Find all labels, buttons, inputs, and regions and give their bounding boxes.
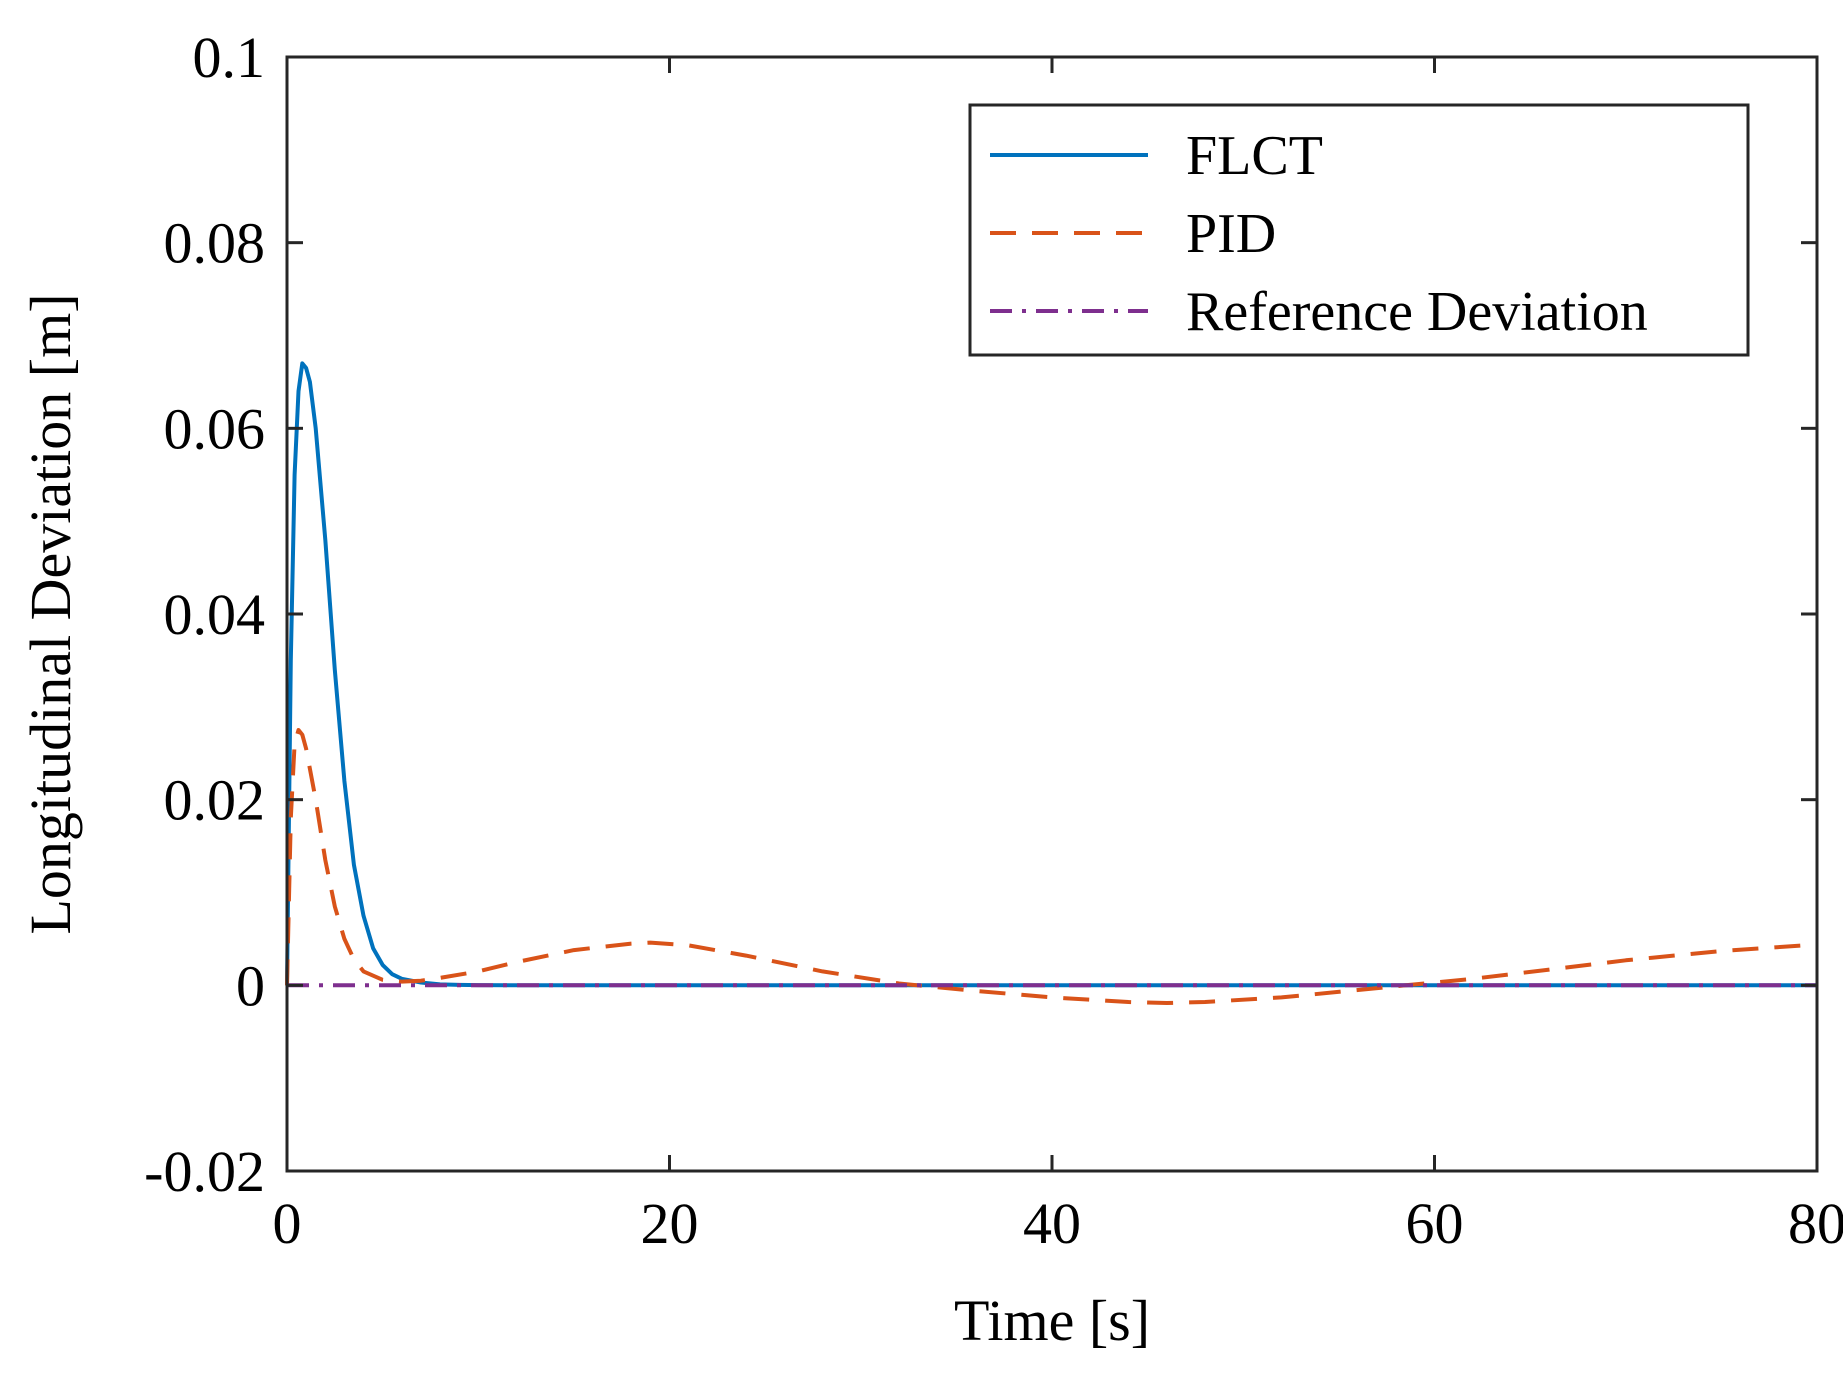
y-tick-label: 0.1 (193, 25, 266, 90)
y-tick-label: 0.04 (164, 582, 266, 647)
y-tick-label: -0.02 (144, 1139, 265, 1204)
x-tick-label: 20 (641, 1191, 699, 1256)
x-tick-label: 0 (273, 1191, 302, 1256)
x-tick-label: 40 (1023, 1191, 1081, 1256)
legend-entry-flct: FLCT (1186, 125, 1323, 187)
x-tick-label: 80 (1788, 1191, 1843, 1256)
legend: FLCT PID Reference Deviation (968, 103, 1750, 357)
legend-entry-reference-deviation: Reference Deviation (1186, 281, 1648, 343)
y-axis-ticks: -0.02 0 0.02 0.04 0.06 0.08 0.1 (144, 25, 1817, 1204)
x-axis-ticks: 0 20 40 60 80 (273, 57, 1843, 1256)
y-tick-label: 0.06 (164, 396, 266, 461)
y-axis-label: Longitudinal Deviation [m] (18, 293, 83, 934)
x-axis-label: Time [s] (954, 1288, 1150, 1353)
plot-lines (285, 361, 1818, 1005)
y-tick-label: 0.02 (164, 768, 266, 833)
y-tick-label: 0.08 (164, 211, 266, 276)
x-tick-label: 60 (1406, 1191, 1464, 1256)
legend-box (968, 103, 1750, 357)
series-line-pid (285, 728, 1818, 1005)
legend-entry-pid: PID (1186, 203, 1276, 265)
y-tick-label: 0 (236, 953, 265, 1018)
